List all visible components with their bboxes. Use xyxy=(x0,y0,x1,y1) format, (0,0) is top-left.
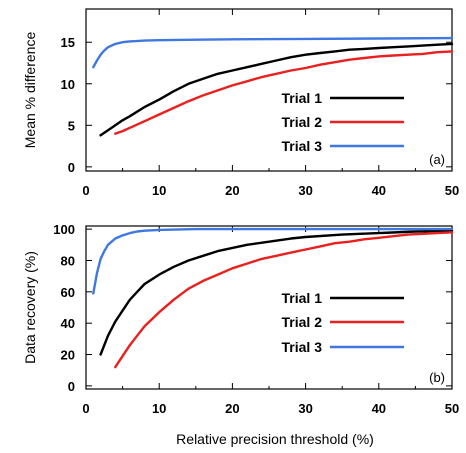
x-tick-label: 30 xyxy=(298,183,312,198)
x-tick-label: 40 xyxy=(372,183,386,198)
x-tick-label: 20 xyxy=(225,401,239,416)
x-tick-label: 20 xyxy=(225,183,239,198)
y-tick-label: 15 xyxy=(61,35,75,50)
series-line-1 xyxy=(99,229,454,356)
panel-a: 0 10 20 30 40 50 0 5 10 15 Mean % difference (a) Tri… xyxy=(22,8,459,198)
legend-label: Trial 2 xyxy=(282,314,323,330)
legend-label: Trial 3 xyxy=(282,138,323,154)
x-tick-label: 50 xyxy=(445,401,459,416)
legend: Trial 1 Trial 2 Trial 3 xyxy=(282,90,404,154)
x-tick-label: 40 xyxy=(372,401,386,416)
x-tick-label: 10 xyxy=(152,401,166,416)
y-tick-label: 60 xyxy=(61,285,75,300)
legend-label: Trial 1 xyxy=(282,90,323,106)
series-line-3 xyxy=(92,36,454,69)
x-tick-label: 0 xyxy=(82,183,89,198)
x-tick-label: 50 xyxy=(445,183,459,198)
legend: Trial 1 Trial 2 Trial 3 xyxy=(282,290,404,355)
panel-label: (a) xyxy=(429,152,445,167)
legend-label: Trial 2 xyxy=(282,114,323,130)
y-tick-label: 40 xyxy=(61,316,75,331)
y-tick-label: 0 xyxy=(68,379,75,394)
panel-b: 0 10 20 30 40 50 0 20 40 60 80 100 Data recovery (%)… xyxy=(22,222,459,447)
series-line-2 xyxy=(114,50,454,135)
series-line-2 xyxy=(114,231,454,369)
plot-frame xyxy=(85,225,453,390)
x-tick-label: 30 xyxy=(298,401,312,416)
panel-label: (b) xyxy=(429,370,445,385)
y-tick-label: 0 xyxy=(68,160,75,175)
y-tick-label: 20 xyxy=(61,348,75,363)
legend-label: Trial 1 xyxy=(282,290,323,306)
x-tick-label: 10 xyxy=(152,183,166,198)
y-tick-label: 5 xyxy=(68,118,75,133)
y-tick-label: 10 xyxy=(61,77,75,92)
y-tick-label: 80 xyxy=(61,253,75,268)
x-tick-label: 0 xyxy=(82,401,89,416)
series-line-3 xyxy=(92,227,454,295)
y-tick-label: 100 xyxy=(53,222,75,237)
y-axis-title: Mean % difference xyxy=(22,32,38,149)
x-axis-title: Relative precision threshold (%) xyxy=(176,431,374,447)
series-line-1 xyxy=(99,42,454,137)
y-axis-title: Data recovery (%) xyxy=(22,251,38,364)
legend-label: Trial 3 xyxy=(282,339,323,355)
